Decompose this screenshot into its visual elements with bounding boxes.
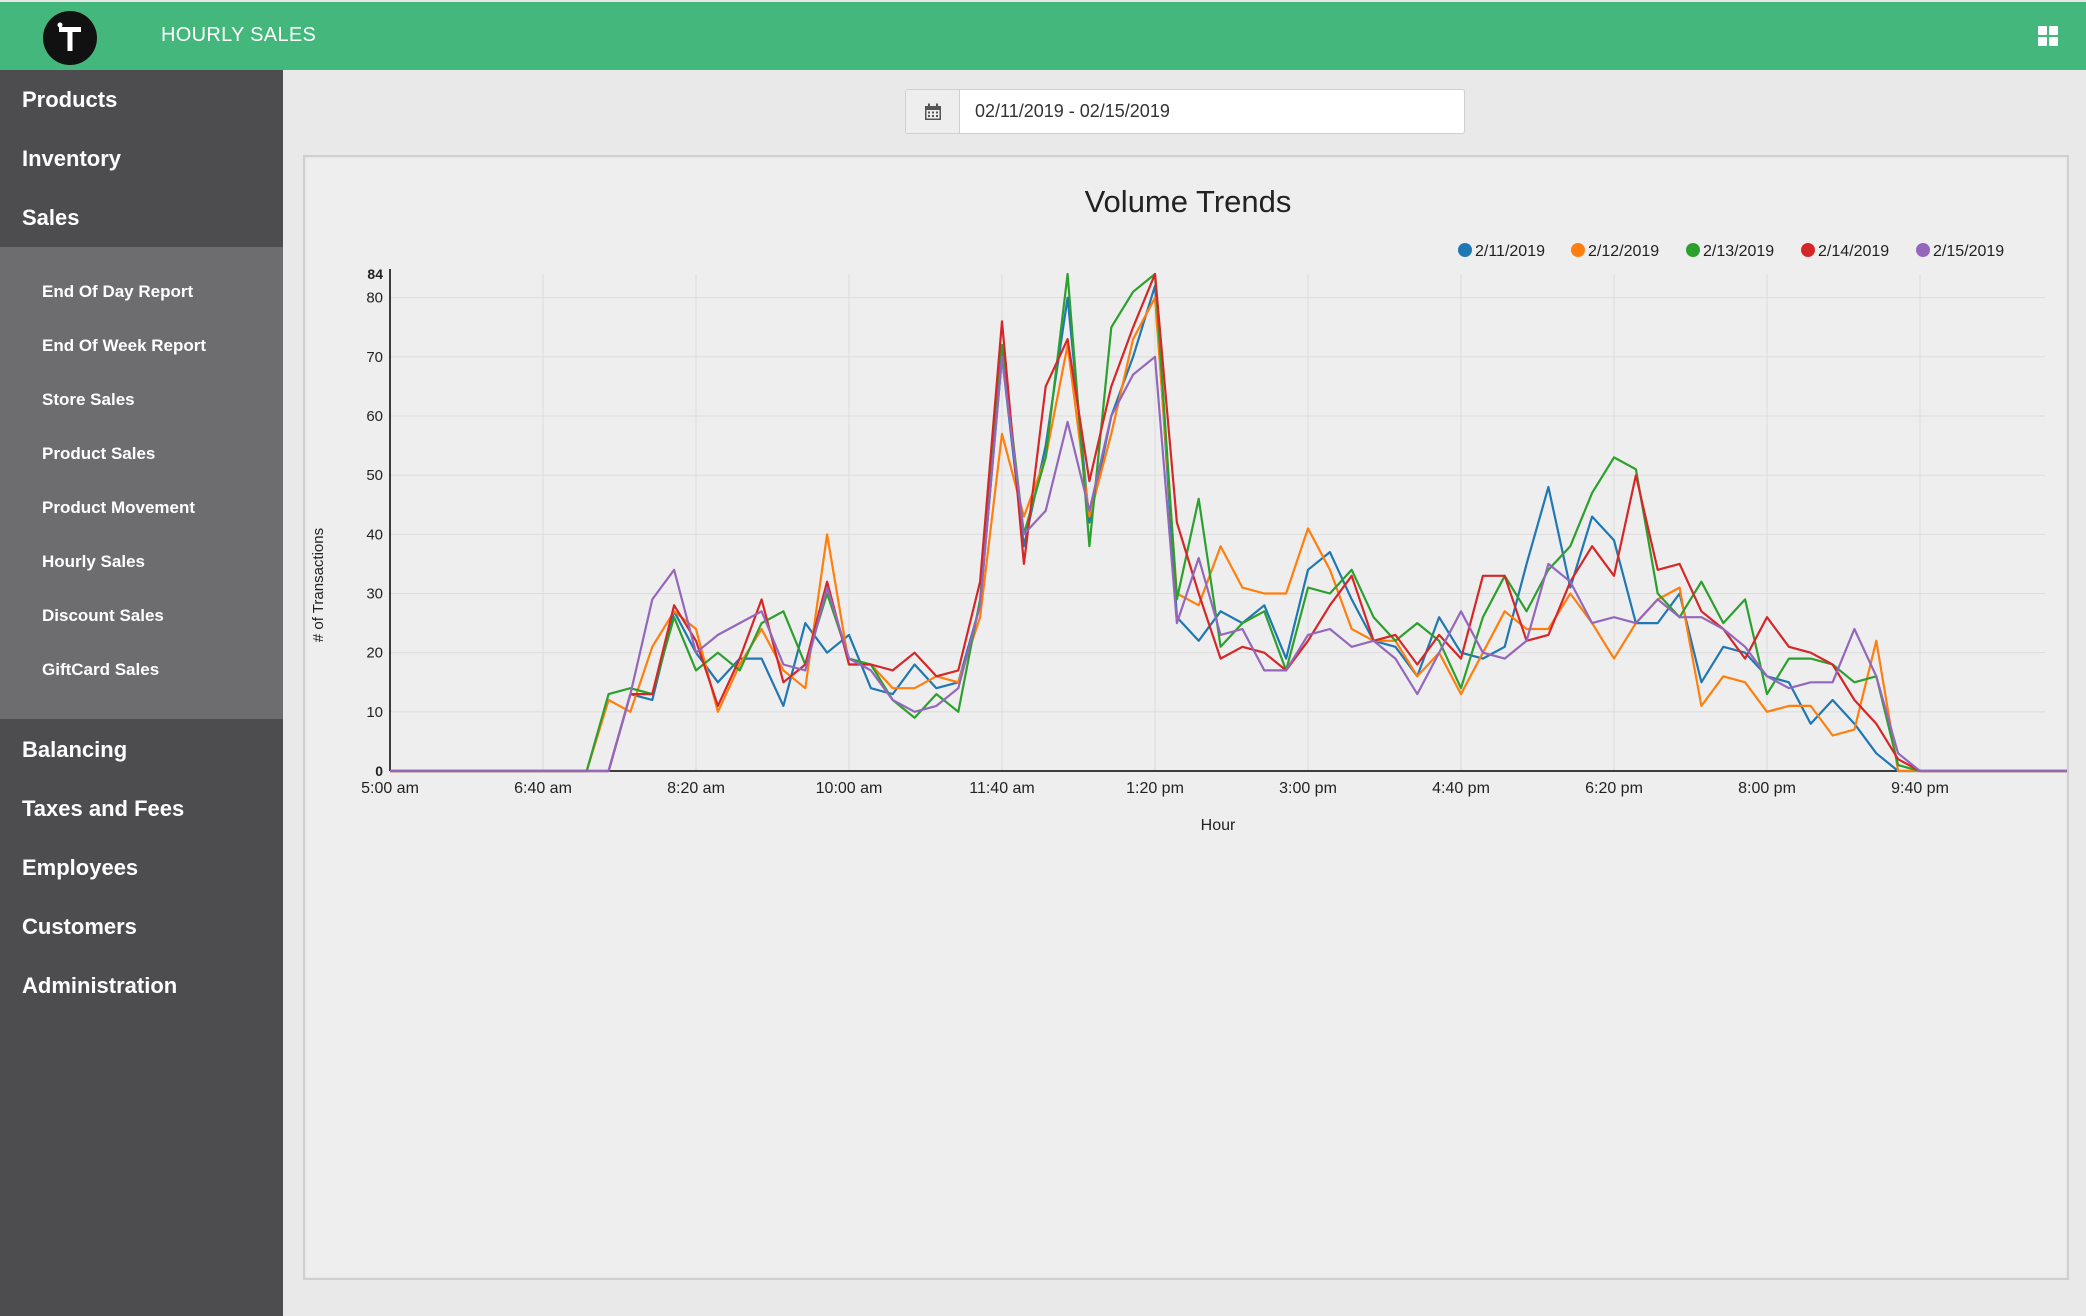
legend-swatch xyxy=(1458,243,1472,257)
chart-series xyxy=(390,272,2086,773)
submenu-item-product-movement[interactable]: Product Movement xyxy=(42,498,196,517)
submenu-item-end-of-week-report[interactable]: End Of Week Report xyxy=(42,336,207,355)
submenu-item-discount-sales[interactable]: Discount Sales xyxy=(42,606,164,625)
submenu-item-product-sales[interactable]: Product Sales xyxy=(42,444,156,463)
sidebar: Products Inventory Sales End Of Day Repo… xyxy=(0,70,283,1316)
series-line-2-15-2019 xyxy=(390,355,2086,773)
submenu-item-hourly-sales[interactable]: Hourly Sales xyxy=(42,552,145,571)
sidebar-item-inventory[interactable]: Inventory xyxy=(22,146,122,171)
chart-panel: Volume Trends 2/11/2019 2/12/2019 2/13/201… xyxy=(303,155,2086,1280)
x-tick-label: 4:40 pm xyxy=(1432,780,1490,797)
x-tick-label: 11:40 am xyxy=(969,780,1035,797)
date-range-value: 02/11/2019 - 02/15/2019 xyxy=(975,101,1170,121)
x-tick-label: 9:40 pm xyxy=(1891,780,1949,797)
y-min-label: 0 xyxy=(375,763,383,779)
legend-label: 2/15/2019 xyxy=(1933,243,2004,260)
sidebar-item-administration[interactable]: Administration xyxy=(22,973,178,998)
y-tick-label: 50 xyxy=(366,467,383,484)
legend-item[interactable]: 2/15/2019 xyxy=(1916,243,2004,260)
chart-title: Volume Trends xyxy=(1085,184,1292,219)
x-tick-label: 6:40 am xyxy=(514,780,572,797)
legend-label: 2/11/2019 xyxy=(1475,243,1545,260)
legend-swatch xyxy=(1686,243,1700,257)
sidebar-item-sales[interactable]: Sales xyxy=(22,205,80,230)
legend-label: 2/13/2019 xyxy=(1703,243,1774,260)
y-tick-label: 30 xyxy=(366,586,383,603)
volume-trends-chart: Volume Trends 2/11/2019 2/12/2019 2/13/201… xyxy=(310,184,2086,834)
series-line-2-11-2019 xyxy=(390,284,2086,773)
top-bar: HOURLY SALES xyxy=(0,0,2086,70)
y-tick-label: 80 xyxy=(366,290,383,307)
y-axis-label: # of Transactions xyxy=(310,528,327,642)
legend-swatch xyxy=(1916,243,1930,257)
y-tick-label: 10 xyxy=(366,704,383,721)
page-title: HOURLY SALES xyxy=(161,24,317,46)
y-tick-label: 60 xyxy=(366,408,383,425)
legend-item[interactable]: 2/11/2019 xyxy=(1458,243,1545,260)
x-tick-label: 6:20 pm xyxy=(1585,780,1643,797)
series-line-2-12-2019 xyxy=(390,296,2086,773)
sidebar-item-customers[interactable]: Customers xyxy=(22,914,137,939)
apps-grid-icon[interactable] xyxy=(2038,26,2058,46)
date-range-picker[interactable]: 02/11/2019 - 02/15/2019 xyxy=(905,89,1465,134)
submenu-item-store-sales[interactable]: Store Sales xyxy=(42,390,135,409)
y-axis-ticks: 10 20 30 40 50 60 70 80 84 0 xyxy=(366,266,383,779)
legend-label: 2/14/2019 xyxy=(1818,243,1889,260)
legend-swatch xyxy=(1571,243,1585,257)
legend-label: 2/12/2019 xyxy=(1588,243,1659,260)
legend-swatch xyxy=(1801,243,1815,257)
sidebar-item-products[interactable]: Products xyxy=(22,87,118,112)
x-tick-label: 3:00 pm xyxy=(1279,780,1337,797)
calendar-icon[interactable] xyxy=(906,90,960,133)
x-tick-label: 8:00 pm xyxy=(1738,780,1796,797)
y-tick-label: 40 xyxy=(366,526,383,543)
x-tick-label: 8:20 am xyxy=(667,780,725,797)
chart-grid xyxy=(389,269,2045,772)
legend-item[interactable]: 2/12/2019 xyxy=(1571,243,1659,260)
chart-legend: 2/11/2019 2/12/2019 2/13/2019 2/14/2019 2/15… xyxy=(1458,243,2004,260)
y-tick-label: 70 xyxy=(366,349,383,366)
submenu-item-giftcard-sales[interactable]: GiftCard Sales xyxy=(42,660,160,679)
x-tick-label: 10:00 am xyxy=(816,780,883,797)
t-logo-icon[interactable] xyxy=(43,11,97,65)
x-tick-label: 5:00 am xyxy=(361,780,419,797)
y-tick-label: 20 xyxy=(366,645,383,662)
sidebar-item-employees[interactable]: Employees xyxy=(22,855,139,880)
sidebar-item-taxes-and-fees[interactable]: Taxes and Fees xyxy=(22,796,185,821)
x-axis-label: Hour xyxy=(1201,817,1236,834)
x-tick-label: 1:20 pm xyxy=(1126,780,1184,797)
x-axis-ticks: 5:00 am 6:40 am 8:20 am 10:00 am 11:40 am 1:2… xyxy=(361,780,1949,797)
sales-submenu: End Of Day Report End Of Week Report Sto… xyxy=(0,247,283,719)
sidebar-item-balancing[interactable]: Balancing xyxy=(22,737,128,762)
legend-item[interactable]: 2/14/2019 xyxy=(1801,243,1889,260)
submenu-item-end-of-day-report[interactable]: End Of Day Report xyxy=(42,282,194,301)
legend-item[interactable]: 2/13/2019 xyxy=(1686,243,1774,260)
y-max-label: 84 xyxy=(367,266,383,282)
